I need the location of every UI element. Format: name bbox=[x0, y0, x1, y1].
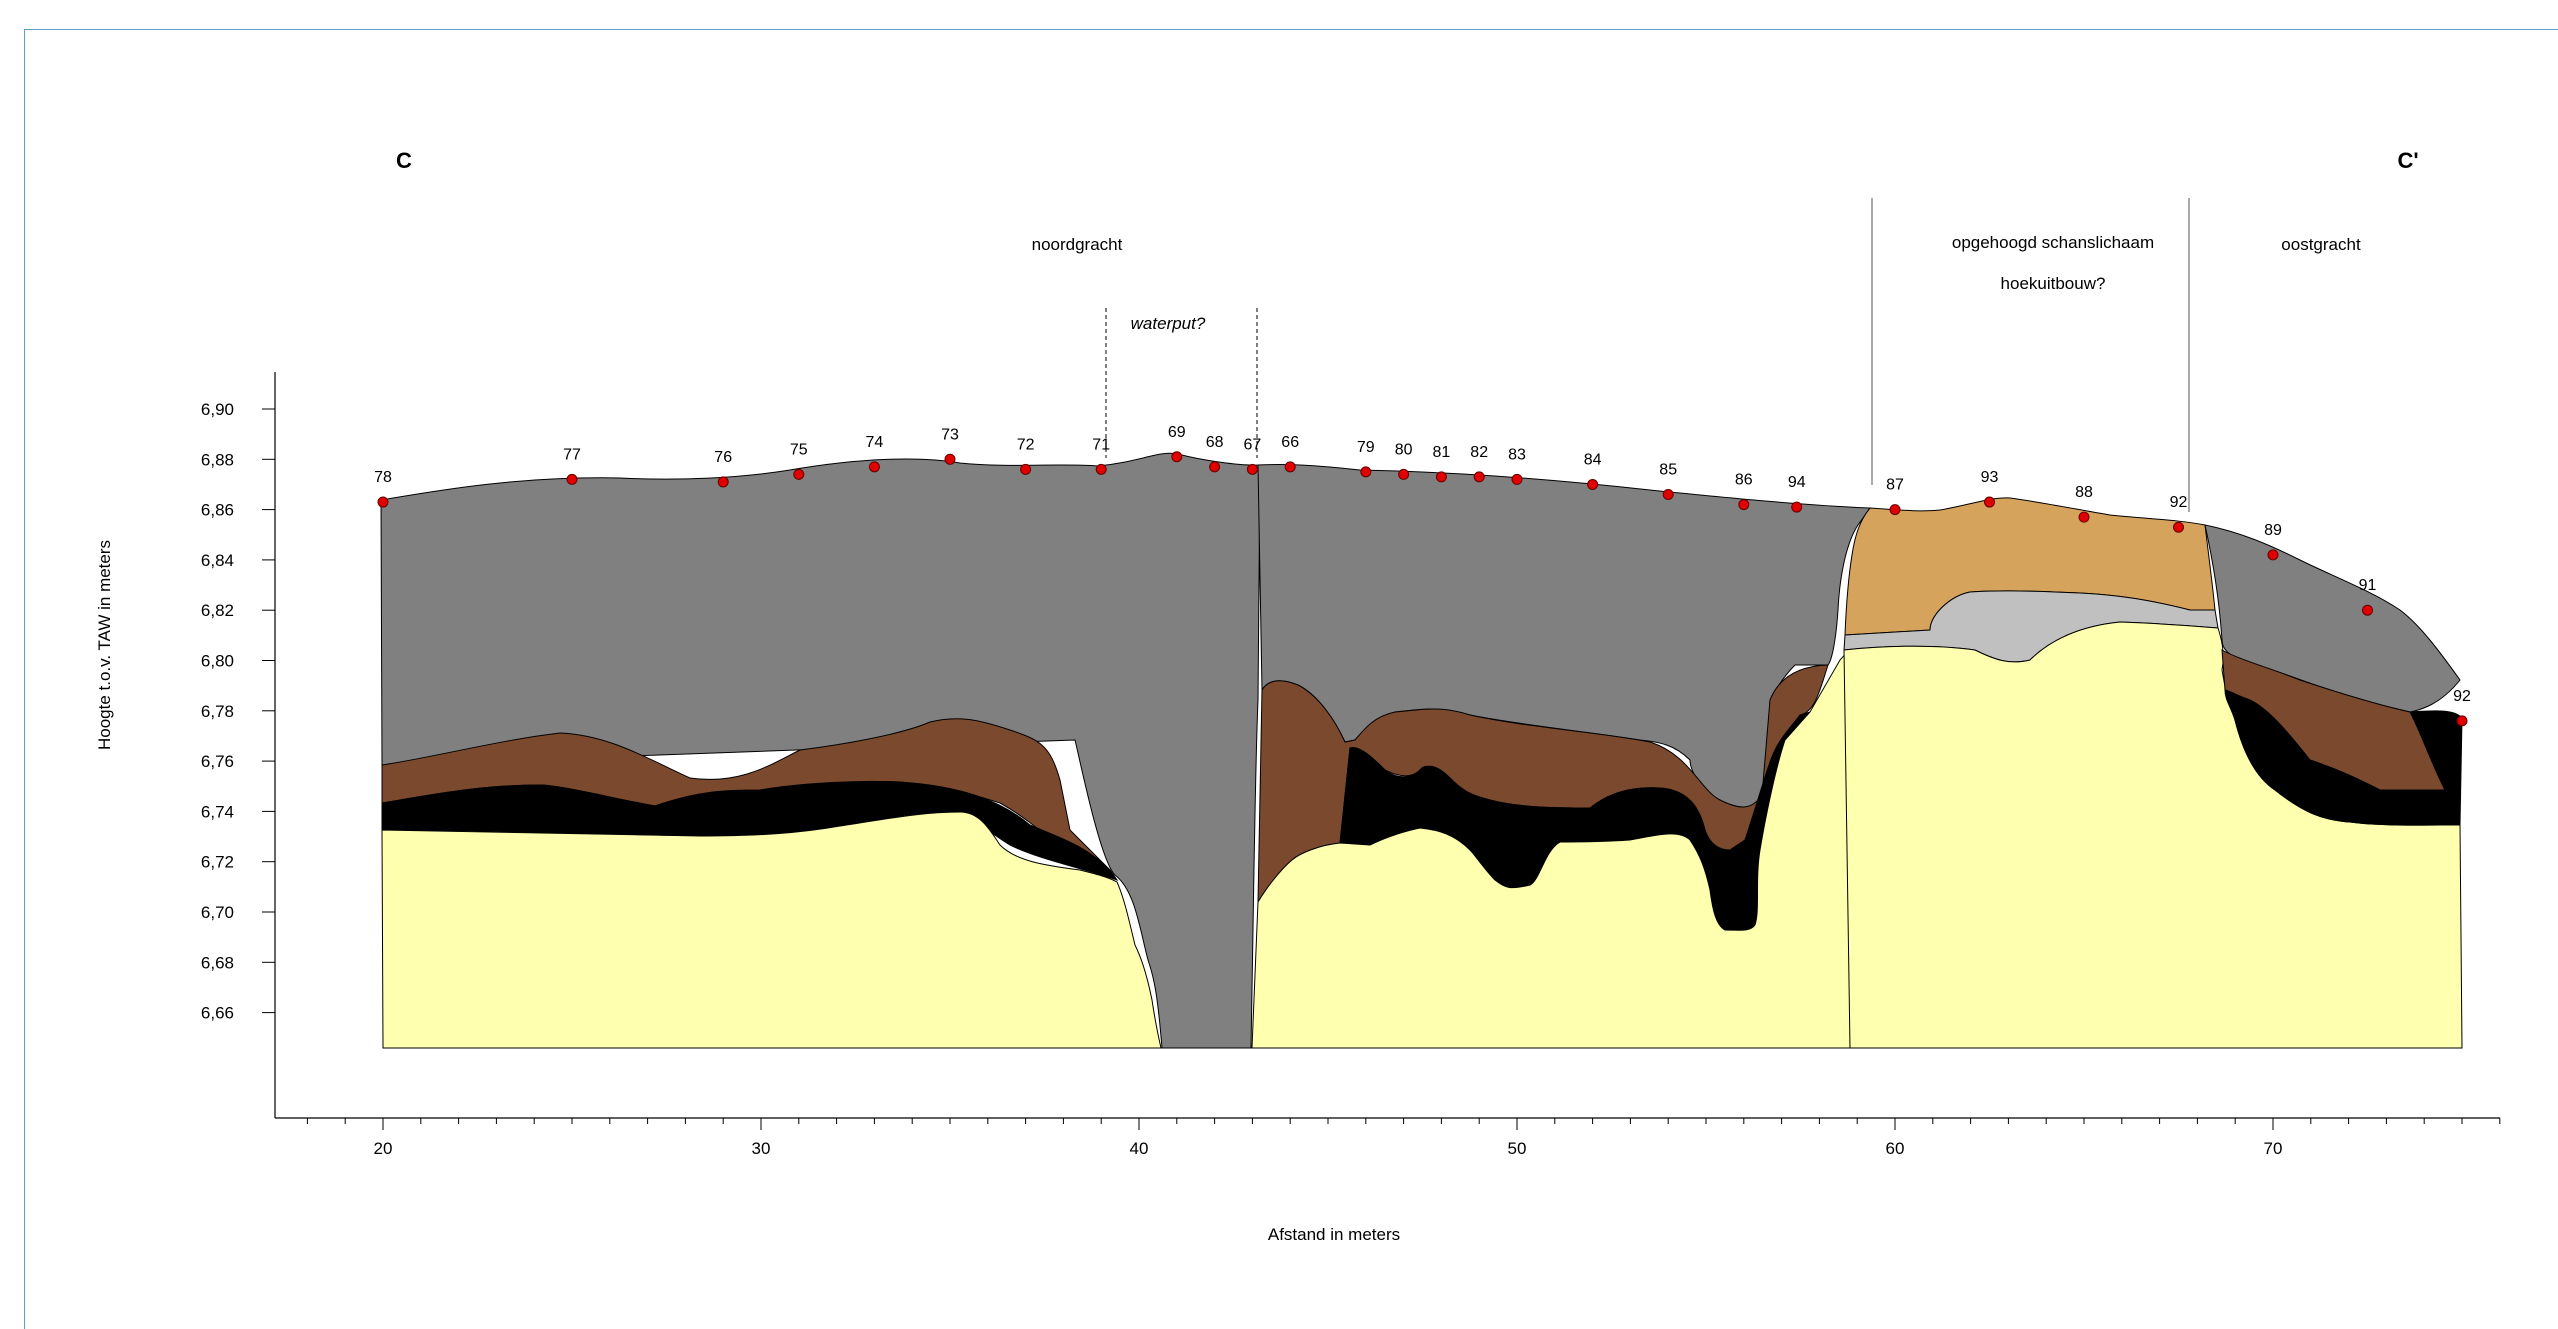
y-tick-label: 6,76 bbox=[201, 752, 234, 771]
survey-point-label: 67 bbox=[1244, 436, 1262, 453]
survey-point bbox=[1435, 471, 1447, 483]
y-tick-label: 6,88 bbox=[201, 450, 234, 469]
survey-point bbox=[1511, 473, 1523, 485]
x-tick-label: 50 bbox=[1508, 1139, 1527, 1158]
survey-point-label: 88 bbox=[2075, 484, 2093, 501]
y-tick-label: 6,84 bbox=[201, 551, 234, 570]
y-tick-label: 6,72 bbox=[201, 853, 234, 872]
survey-point bbox=[1171, 451, 1183, 463]
survey-point bbox=[1662, 489, 1674, 501]
x-tick-label: 20 bbox=[374, 1139, 393, 1158]
cross-section-figure: 6,90 6,88 6,86 6,84 6,82 6,80 6,78 6,76 6,74 6,72… bbox=[95, 148, 2501, 1244]
x-tick-label: 70 bbox=[2264, 1139, 2283, 1158]
survey-point-label: 66 bbox=[1281, 434, 1299, 451]
strata-drawing bbox=[380, 452, 2463, 1049]
y-tick-label: 6,82 bbox=[201, 601, 234, 620]
survey-point-label: 92 bbox=[2170, 494, 2188, 511]
survey-point-label: 78 bbox=[374, 469, 392, 486]
zone-noordgracht: noordgracht bbox=[1032, 235, 1123, 254]
figure-frame bbox=[24, 29, 2558, 1329]
layer-black-right bbox=[2224, 689, 2463, 826]
survey-point bbox=[1095, 463, 1107, 475]
survey-point-label: 76 bbox=[714, 449, 732, 466]
survey-point bbox=[1984, 496, 1995, 508]
survey-point bbox=[1020, 463, 1032, 475]
survey-point-label: 73 bbox=[941, 426, 959, 443]
survey-point-label: 80 bbox=[1395, 441, 1413, 458]
survey-point-label: 68 bbox=[1206, 434, 1224, 451]
survey-point-label: 72 bbox=[1017, 436, 1035, 453]
y-tick-label: 6,78 bbox=[201, 702, 234, 721]
zone-schanslichaam: opgehoogd schanslichaam bbox=[1952, 233, 2154, 252]
survey-point bbox=[1360, 466, 1372, 478]
survey-point-label: 69 bbox=[1168, 424, 1186, 441]
x-axis-title: Afstand in meters bbox=[1268, 1225, 1400, 1244]
survey-point bbox=[1209, 461, 1221, 473]
survey-point bbox=[1738, 499, 1750, 511]
section-label-right: C' bbox=[2397, 148, 2418, 173]
survey-point-label: 83 bbox=[1508, 446, 1526, 463]
y-tick-label: 6,80 bbox=[201, 652, 234, 671]
survey-point bbox=[2362, 604, 2373, 616]
survey-point-label: 93 bbox=[1981, 469, 1999, 486]
y-tick-label: 6,66 bbox=[201, 1004, 234, 1023]
x-tick-label: 40 bbox=[1130, 1139, 1149, 1158]
survey-point bbox=[566, 473, 578, 485]
survey-point-label: 85 bbox=[1659, 462, 1677, 479]
survey-point bbox=[1398, 468, 1410, 480]
survey-point bbox=[944, 453, 956, 465]
survey-point bbox=[1473, 471, 1485, 483]
section-label-left: C bbox=[396, 148, 412, 173]
x-tick-label: 60 bbox=[1886, 1139, 1905, 1158]
zone-waterput: waterput? bbox=[1131, 314, 1206, 333]
survey-point bbox=[793, 468, 805, 480]
survey-point bbox=[2456, 715, 2468, 727]
survey-point-label: 82 bbox=[1470, 444, 1488, 461]
survey-point-label: 74 bbox=[866, 434, 884, 451]
survey-points: 78 77 76 75 74 73 72 71 69 68 67 66 79 80 81 82 83 84 85 86… bbox=[374, 424, 2471, 727]
y-tick-label: 6,86 bbox=[201, 501, 234, 520]
survey-point bbox=[868, 461, 880, 473]
y-tick-label: 6,68 bbox=[201, 953, 234, 972]
survey-point bbox=[1587, 478, 1599, 490]
survey-point bbox=[717, 476, 729, 488]
survey-point-label: 81 bbox=[1433, 444, 1451, 461]
survey-point-label: 87 bbox=[1886, 477, 1904, 494]
survey-point-label: 91 bbox=[2359, 577, 2377, 594]
survey-point-label: 79 bbox=[1357, 439, 1375, 456]
survey-point bbox=[1889, 504, 1901, 516]
survey-point bbox=[377, 496, 389, 508]
zone-hoekuitbouw: hoekuitbouw? bbox=[2001, 274, 2106, 293]
survey-point-label: 77 bbox=[563, 446, 581, 463]
survey-point-label: 71 bbox=[1092, 436, 1110, 453]
survey-point-label: 94 bbox=[1788, 474, 1806, 491]
survey-point-label: 75 bbox=[790, 441, 808, 458]
zone-oostgracht: oostgracht bbox=[2281, 235, 2361, 254]
survey-point bbox=[2078, 511, 2090, 523]
survey-point-label: 92 bbox=[2453, 688, 2471, 705]
survey-point bbox=[1791, 501, 1803, 513]
layer-sand-left bbox=[381, 811, 1162, 1049]
y-tick-label: 6,70 bbox=[201, 903, 234, 922]
y-tick-label: 6,74 bbox=[201, 802, 234, 821]
survey-point-label: 86 bbox=[1735, 472, 1753, 489]
zone-labels: C C' noordgracht waterput? opgehoogd schansl… bbox=[396, 148, 2419, 512]
survey-point bbox=[2173, 521, 2184, 533]
survey-point-label: 89 bbox=[2264, 522, 2282, 539]
survey-point-label: 84 bbox=[1584, 451, 1602, 468]
survey-point bbox=[1246, 463, 1258, 475]
y-axis-title: Hoogte t.o.v. TAW in meters bbox=[95, 540, 114, 750]
survey-point bbox=[1284, 461, 1296, 473]
y-tick-label: 6,90 bbox=[201, 400, 234, 419]
layer-sand-middle bbox=[1251, 646, 1851, 1049]
survey-point bbox=[2267, 549, 2279, 561]
x-tick-label: 30 bbox=[752, 1139, 771, 1158]
axes: 6,90 6,88 6,86 6,84 6,82 6,80 6,78 6,76 6,74 6,72… bbox=[95, 372, 2501, 1244]
